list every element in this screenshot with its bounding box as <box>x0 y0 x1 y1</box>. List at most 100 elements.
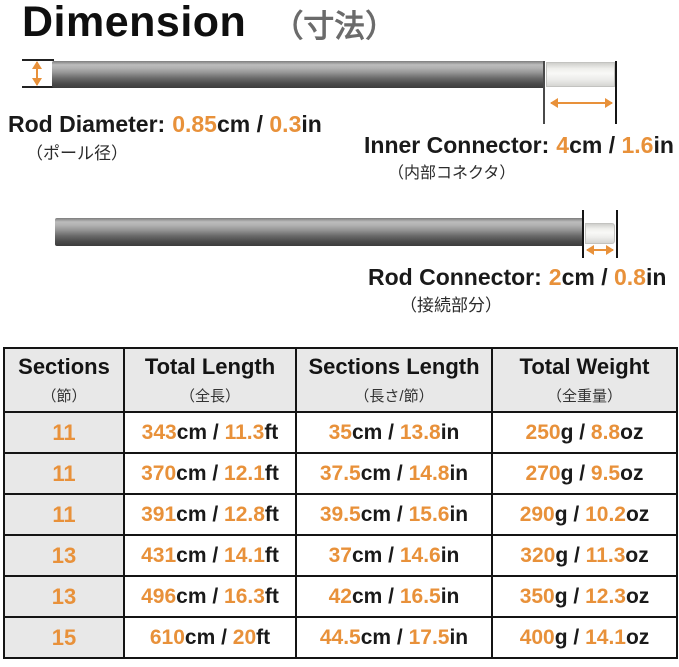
separator: / <box>567 584 586 608</box>
col-header-sections-length-en: Sections Length <box>308 353 480 379</box>
metric-unit: cm <box>176 584 207 608</box>
imperial-unit: ft <box>264 461 279 485</box>
sections-length-cell: 37.5cm / 14.8in <box>295 452 493 495</box>
inner-connector-label: Inner Connector: 4cm / 1.6in <box>364 132 674 159</box>
col-header-total-weight-en: Total Weight <box>519 353 650 379</box>
metric-unit: cm <box>360 625 392 649</box>
inner-connector-label-text: Inner Connector: <box>364 132 550 158</box>
metric-value: 610 <box>149 625 185 649</box>
col-header-total-length-en: Total Length <box>144 353 276 379</box>
metric-unit: cm <box>176 543 207 567</box>
inner-connector-in-value: 1.6 <box>621 132 654 158</box>
table-row: 11 391cm / 12.8ft 39.5cm / 15.6in 290g /… <box>3 493 678 536</box>
imperial-value: 11.3 <box>585 543 626 567</box>
col-header-total-length: Total Length （全長） <box>123 347 297 413</box>
sections-cell: 13 <box>3 534 125 577</box>
sections-length-cell: 44.5cm / 17.5in <box>295 616 493 659</box>
separator: / <box>573 420 591 444</box>
total-weight-cell: 250g / 8.8oz <box>491 411 678 454</box>
metric-unit: cm <box>360 461 392 485</box>
sections-length-cell: 35cm / 13.8in <box>295 411 493 454</box>
metric-unit: g <box>554 625 568 649</box>
imperial-unit: oz <box>620 461 644 485</box>
sections-length-cell: 39.5cm / 15.6in <box>295 493 493 536</box>
imperial-value: 12.3 <box>585 584 626 608</box>
total-weight-cell: 290g / 10.2oz <box>491 493 678 536</box>
separator: / <box>602 132 622 158</box>
separator: / <box>207 420 225 444</box>
total-length-cell: 610cm / 20ft <box>123 616 297 659</box>
diameter-arrow-icon <box>32 61 42 86</box>
sections-cell: 11 <box>3 452 125 495</box>
rod-diameter-in-value: 0.3 <box>269 111 302 137</box>
metric-value: 320 <box>520 543 556 567</box>
col-header-total-weight-jp: （全重量） <box>546 388 622 406</box>
rod-connector-nub <box>585 223 615 244</box>
rod-connector-in-value: 0.8 <box>613 264 646 290</box>
col-header-total-length-jp: （全長） <box>179 388 240 406</box>
rod-diameter-cm-unit: cm <box>216 111 251 137</box>
col-header-total-weight: Total Weight （全重量） <box>491 347 678 413</box>
total-length-cell: 391cm / 12.8ft <box>123 493 297 536</box>
col-header-sections-length: Sections Length （長さ/節） <box>295 347 493 413</box>
sections-cell: 15 <box>3 616 125 659</box>
sections-length-cell: 42cm / 16.5in <box>295 575 493 618</box>
imperial-unit: ft <box>264 584 279 608</box>
table-header-row: Sections （節） Total Length （全長） Sections … <box>3 347 678 413</box>
title-text: Dimension <box>22 0 247 46</box>
separator: / <box>573 461 591 485</box>
imperial-value: 16.3 <box>224 584 265 608</box>
metric-unit: g <box>560 420 574 444</box>
rod-connector-in-unit: in <box>645 264 667 290</box>
sections-length-cell: 37cm / 14.6in <box>295 534 493 577</box>
table-row: 13 496cm / 16.3ft 42cm / 16.5in 350g / 1… <box>3 575 678 618</box>
imperial-value: 14.1 <box>224 543 265 567</box>
measure-line-right <box>615 61 617 124</box>
table-row: 13 431cm / 14.1ft 37cm / 14.6in 320g / 1… <box>3 534 678 577</box>
rod-connector-cm-value: 2 <box>548 264 562 290</box>
imperial-unit: in <box>440 420 460 444</box>
separator: / <box>567 625 586 649</box>
metric-unit: g <box>560 461 574 485</box>
separator: / <box>206 502 225 526</box>
metric-unit: cm <box>351 543 383 567</box>
metric-value: 343 <box>141 420 177 444</box>
separator: / <box>391 625 409 649</box>
rod-upper-illustration <box>52 61 544 88</box>
metric-value: 37 <box>328 543 352 567</box>
imperial-value: 14.6 <box>399 543 441 567</box>
imperial-value: 20 <box>232 625 257 649</box>
inner-connector-tube <box>546 62 615 87</box>
sections-cell: 13 <box>3 575 125 618</box>
table-row: 15 610cm / 20ft 44.5cm / 17.5in 400g / 1… <box>3 616 678 659</box>
metric-value: 350 <box>519 584 555 608</box>
page-title: Dimension （寸法） <box>22 0 396 47</box>
imperial-unit: oz <box>620 420 644 444</box>
metric-value: 431 <box>141 543 177 567</box>
imperial-value: 15.6 <box>408 502 450 526</box>
sections-cell: 11 <box>3 411 125 454</box>
rod-connector-arrow-icon <box>586 245 614 255</box>
metric-value: 44.5 <box>319 625 361 649</box>
metric-value: 42 <box>328 584 352 608</box>
metric-value: 39.5 <box>319 502 361 526</box>
inner-connector-label-jp: （内部コネクタ） <box>388 165 516 182</box>
separator: / <box>568 543 586 567</box>
imperial-unit: ft <box>264 543 279 567</box>
imperial-unit: in <box>449 502 469 526</box>
col-header-sections-jp: （節） <box>41 388 87 406</box>
imperial-unit: oz <box>625 543 649 567</box>
metric-unit: cm <box>351 420 383 444</box>
separator: / <box>215 625 233 649</box>
separator: / <box>382 543 400 567</box>
sections-cell: 11 <box>3 493 125 536</box>
metric-unit: g <box>555 543 569 567</box>
imperial-unit: in <box>449 461 469 485</box>
total-weight-cell: 400g / 14.1oz <box>491 616 678 659</box>
inner-connector-in-unit: in <box>653 132 674 158</box>
separator: / <box>567 502 586 526</box>
metric-value: 270 <box>525 461 561 485</box>
measure-line-left <box>543 61 545 124</box>
imperial-value: 12.8 <box>224 502 265 526</box>
imperial-unit: in <box>440 584 460 608</box>
